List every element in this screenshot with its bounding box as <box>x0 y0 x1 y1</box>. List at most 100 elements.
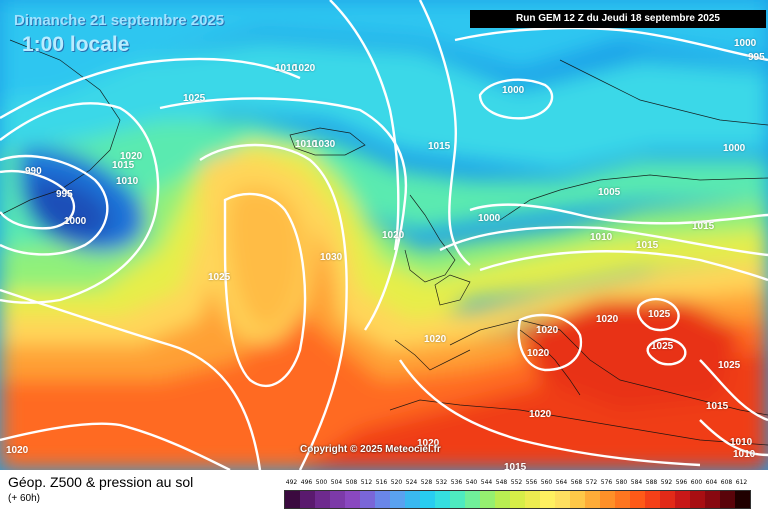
isobar-label: 1015 <box>428 141 451 152</box>
isobar-label: 1020 <box>120 151 143 162</box>
isobar-label: 995 <box>748 52 765 63</box>
isobar-label: 995 <box>56 189 73 200</box>
legend-value: 528 <box>420 479 433 486</box>
legend-value: 512 <box>360 479 373 486</box>
map-title: Géop. Z500 & pression au sol <box>8 474 194 490</box>
legend-value: 588 <box>645 479 658 486</box>
legend-swatch <box>585 491 600 508</box>
isobar-label: 1025 <box>651 341 674 352</box>
isobar-label: 1020 <box>527 348 550 359</box>
legend-value: 500 <box>315 479 328 486</box>
legend-swatch <box>375 491 390 508</box>
legend-swatch <box>405 491 420 508</box>
isobar-label: 1010 <box>275 63 298 74</box>
isobar-label: 1020 <box>596 314 619 325</box>
legend-value: 536 <box>450 479 463 486</box>
legend-value: 564 <box>555 479 568 486</box>
isobar-label: 1015 <box>706 401 729 412</box>
isobar-label: 1010 <box>590 232 613 243</box>
isobar-label: 1020 <box>382 230 405 241</box>
legend-swatch <box>690 491 705 508</box>
legend-swatches <box>284 490 751 509</box>
isobar-label: 1020 <box>536 325 559 336</box>
color-scale-legend: 492 496 500 504 508 512 516 520 524 528 532 536 540 5… <box>284 479 752 509</box>
copyright-notice: Copyright © 2025 Meteociel.fr <box>300 444 441 455</box>
legend-value: 596 <box>675 479 688 486</box>
legend-swatch <box>435 491 450 508</box>
legend-value: 608 <box>720 479 733 486</box>
legend-swatch <box>495 491 510 508</box>
legend-value: 568 <box>570 479 583 486</box>
legend-value: 532 <box>435 479 448 486</box>
isobar-label: 1025 <box>208 272 231 283</box>
legend-swatch <box>660 491 675 508</box>
isobar-label: 1000 <box>478 213 501 224</box>
legend-swatch <box>480 491 495 508</box>
legend-swatch <box>600 491 615 508</box>
legend-value: 492 <box>285 479 298 486</box>
legend-value: 580 <box>615 479 628 486</box>
legend-swatch <box>345 491 360 508</box>
legend-value: 548 <box>495 479 508 486</box>
isobar-label: 990 <box>25 166 42 177</box>
legend-swatch <box>285 491 300 508</box>
isobar-label: 1030 <box>320 252 343 263</box>
legend-swatch <box>300 491 315 508</box>
legend-swatch <box>630 491 645 508</box>
isobar-label: 1000 <box>64 216 87 227</box>
legend-value: 516 <box>375 479 388 486</box>
isobar-label: 1010 <box>733 449 756 460</box>
legend-swatch <box>735 491 750 508</box>
isobar-label: 1020 <box>293 63 316 74</box>
model-run-banner: Run GEM 12 Z du Jeudi 18 septembre 2025 <box>470 10 766 28</box>
isobar-label: 1015 <box>692 221 715 232</box>
legend-swatch <box>675 491 690 508</box>
legend-value: 600 <box>690 479 703 486</box>
legend-value: 524 <box>405 479 418 486</box>
legend-swatch <box>390 491 405 508</box>
isobar-label: 1020 <box>417 438 440 449</box>
legend-swatch <box>420 491 435 508</box>
isobar-label: 1030 <box>313 139 336 150</box>
legend-swatch <box>525 491 540 508</box>
legend-swatch <box>465 491 480 508</box>
isobar-label: 1025 <box>648 309 671 320</box>
forecast-time: 1:00 locale <box>22 33 130 56</box>
legend-value: 508 <box>345 479 358 486</box>
isobar-label: 1000 <box>734 38 757 49</box>
legend-swatch <box>315 491 330 508</box>
legend-swatch <box>450 491 465 508</box>
legend-value: 612 <box>735 479 748 486</box>
isobar-label: 1025 <box>183 93 206 104</box>
legend-value: 560 <box>540 479 553 486</box>
isobar-label: 1010 <box>295 139 318 150</box>
legend-swatch <box>645 491 660 508</box>
legend-value: 556 <box>525 479 538 486</box>
legend-value: 572 <box>585 479 598 486</box>
isobar-label: 1010 <box>730 437 753 448</box>
legend-value: 504 <box>330 479 343 486</box>
isobar-label: 1015 <box>504 462 527 470</box>
legend-value: 540 <box>465 479 478 486</box>
legend-swatch <box>540 491 555 508</box>
isobar-label: 1010 <box>116 176 139 187</box>
legend-value: 544 <box>480 479 493 486</box>
isobar-label: 1000 <box>723 143 746 154</box>
isobar-label: 1020 <box>424 334 447 345</box>
legend-value: 520 <box>390 479 403 486</box>
isobar-label: 1015 <box>636 240 659 251</box>
isobar-label: 1025 <box>718 360 741 371</box>
legend-swatch <box>510 491 525 508</box>
isobar-label: 1020 <box>529 409 552 420</box>
weather-map: 1010 1020 1025 1000 1000 995 1010 1030 1… <box>0 0 768 470</box>
legend-swatch <box>705 491 720 508</box>
legend-swatch <box>330 491 345 508</box>
isobar-label: 1005 <box>598 187 621 198</box>
legend-swatch <box>570 491 585 508</box>
geopotential-field <box>0 0 768 470</box>
legend-value: 604 <box>705 479 718 486</box>
forecast-date: Dimanche 21 septembre 2025 <box>14 12 225 29</box>
legend-labels: 492 496 500 504 508 512 516 520 524 528 532 536 540 5… <box>284 479 752 488</box>
legend-value: 576 <box>600 479 613 486</box>
isobar-label: 1000 <box>502 85 525 96</box>
